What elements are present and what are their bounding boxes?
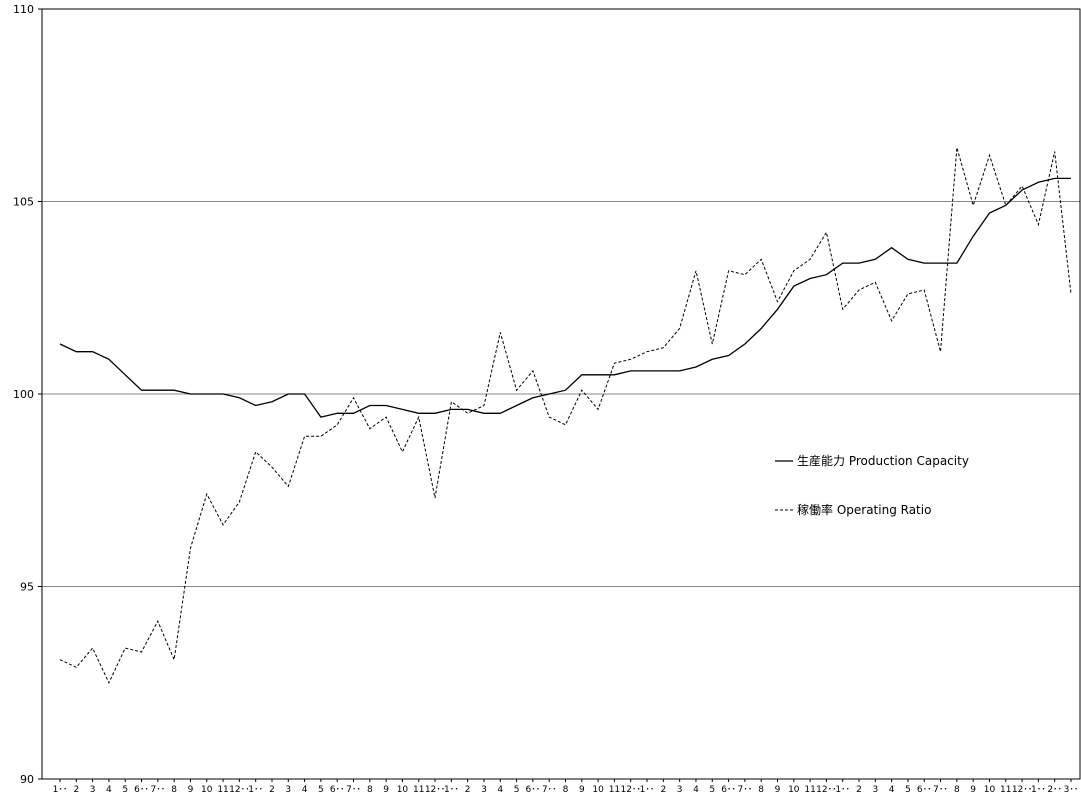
series-line-production-capacity — [59, 177, 1071, 418]
x-tick-label-33: 10 — [592, 785, 604, 795]
x-tick-label-1: 2 — [73, 785, 79, 795]
legend-label-operating-ratio: 稼働率 Operating Ratio — [797, 502, 931, 517]
x-tick-label-44: 9 — [775, 785, 781, 795]
x-tick-label-46: 11 — [804, 785, 815, 795]
x-tick-label-35: 12･･ — [620, 785, 640, 795]
x-tick-label-32: 9 — [579, 785, 585, 795]
x-tick-label-10: 11 — [217, 785, 228, 795]
x-tick-label-58: 11 — [1000, 785, 1011, 795]
x-tick-label-52: 5 — [905, 785, 911, 795]
x-tick-label-4: 5 — [122, 785, 128, 795]
x-tick-label-51: 4 — [889, 785, 895, 795]
y-tick-label-100: 100 — [13, 388, 34, 401]
x-tick-label-20: 9 — [383, 785, 389, 795]
x-tick-label-57: 10 — [984, 785, 996, 795]
x-tick-label-8: 9 — [188, 785, 194, 795]
x-tick-label-30: 7･･ — [542, 785, 557, 795]
x-tick-label-17: 6･･ — [330, 785, 345, 795]
x-tick-label-34: 11 — [609, 785, 620, 795]
x-tick-label-55: 8 — [954, 785, 960, 795]
x-tick-label-50: 3 — [872, 785, 878, 795]
x-tick-label-41: 6･･ — [721, 785, 736, 795]
x-tick-label-40: 5 — [709, 785, 715, 795]
legend-label-production-capacity: 生産能力 Production Capacity — [797, 453, 969, 468]
x-tick-label-45: 10 — [788, 785, 800, 795]
x-tick-label-38: 3 — [677, 785, 683, 795]
x-tick-label-12: 1･･ — [248, 785, 263, 795]
x-tick-label-21: 10 — [397, 785, 409, 795]
x-tick-label-19: 8 — [367, 785, 373, 795]
x-tick-label-54: 7･･ — [933, 785, 948, 795]
x-tick-label-37: 2 — [660, 785, 666, 795]
y-tick-label-105: 105 — [13, 196, 34, 209]
x-tick-label-16: 5 — [318, 785, 324, 795]
x-tick-label-42: 7･･ — [738, 785, 753, 795]
y-tick-label-90: 90 — [20, 773, 34, 786]
x-tick-label-22: 11 — [413, 785, 424, 795]
x-tick-label-43: 8 — [758, 785, 764, 795]
x-tick-label-18: 7･･ — [346, 785, 361, 795]
x-tick-label-27: 4 — [497, 785, 503, 795]
x-tick-label-24: 1･･ — [444, 785, 459, 795]
legend: 生産能力 Production Capacity 稼働率 Operating R… — [775, 453, 969, 517]
x-tick-label-56: 9 — [970, 785, 976, 795]
x-tick-label-6: 7･･ — [150, 785, 165, 795]
x-tick-label-2: 3 — [90, 785, 96, 795]
x-tick-label-53: 6･･ — [917, 785, 932, 795]
series-line-operating-ratio — [59, 147, 1072, 684]
x-tick-label-9: 10 — [201, 785, 213, 795]
x-tick-label-39: 4 — [693, 785, 699, 795]
y-tick-label-110: 110 — [13, 3, 34, 16]
x-tick-label-7: 8 — [171, 785, 177, 795]
x-tick-label-15: 4 — [302, 785, 308, 795]
y-axis: 90 95 100 105 110 — [13, 3, 42, 786]
x-tick-label-25: 2 — [465, 785, 471, 795]
y-tick-label-95: 95 — [20, 581, 34, 594]
x-tick-label-11: 12･･ — [229, 785, 249, 795]
x-tick-label-36: 1･･ — [640, 785, 655, 795]
x-tick-label-29: 6･･ — [526, 785, 541, 795]
x-tick-label-48: 1･･ — [835, 785, 850, 795]
x-tick-label-59: 12･･ — [1012, 785, 1032, 795]
series-lines — [59, 147, 1072, 684]
x-tick-label-23: 12･･ — [425, 785, 445, 795]
x-tick-label-60: 1･･ — [1031, 785, 1046, 795]
x-tick-label-3: 4 — [106, 785, 112, 795]
x-tick-label-14: 3 — [285, 785, 291, 795]
x-axis: 1･･ 2 3 4 5 6･･ 7･･ 8 9 10 11 12･･1･･ 2 3 4 5 6･･ 7･･ 8 9 10… — [53, 779, 1079, 795]
x-tick-label-5: 6･･ — [134, 785, 149, 795]
x-tick-label-61: 2･･ — [1047, 785, 1062, 795]
x-tick-label-28: 5 — [514, 785, 520, 795]
x-tick-label-49: 2 — [856, 785, 862, 795]
x-tick-label-0: 1･･ — [53, 785, 68, 795]
x-tick-label-13: 2 — [269, 785, 275, 795]
x-tick-label-62: 3･･ — [1064, 785, 1079, 795]
x-tick-label-26: 3 — [481, 785, 487, 795]
x-tick-label-47: 12･･ — [816, 785, 836, 795]
x-tick-label-31: 8 — [563, 785, 569, 795]
plot-area-border — [41, 8, 1081, 780]
